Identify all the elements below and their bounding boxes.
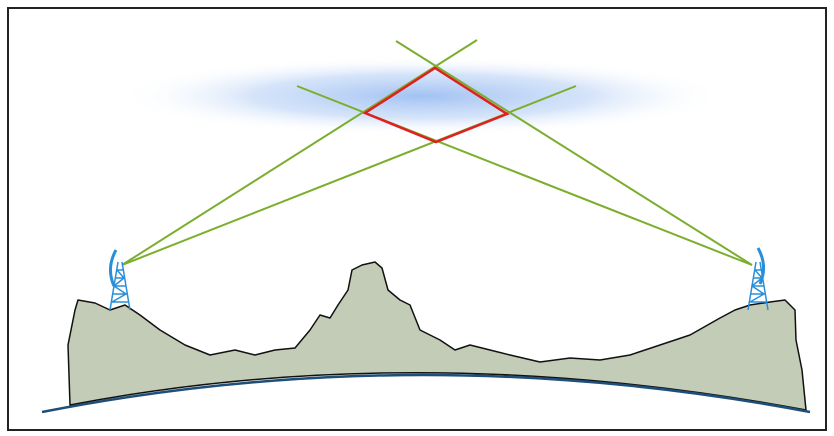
antenna-dish [756, 247, 765, 285]
earth-curve [41, 373, 811, 414]
tower-right [747, 247, 769, 311]
beam [395, 40, 753, 266]
antenna-dish [109, 249, 118, 287]
tower-lattice [749, 269, 766, 303]
tower-lattice [111, 269, 128, 303]
tower-left [109, 249, 131, 311]
beam [121, 39, 478, 266]
scatter-volume [117, 56, 727, 136]
common-volume [362, 66, 510, 144]
terrain [67, 261, 807, 411]
